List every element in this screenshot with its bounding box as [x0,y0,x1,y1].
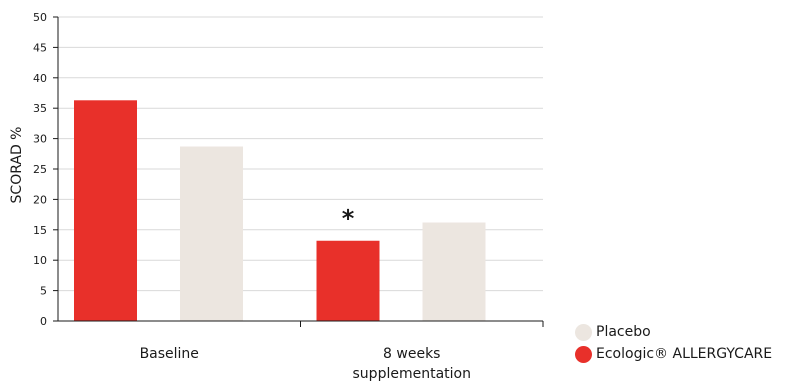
legend: Placebo Ecologic® ALLERGYCARE [575,321,772,365]
y-axis: 0 5 10 15 20 25 30 35 40 45 50 [33,11,59,328]
y-tick-label: 15 [33,224,47,237]
x-tick-label: Baseline [140,346,199,362]
y-tick-label: 0 [40,315,47,328]
legend-item-placebo: Placebo [575,321,772,343]
y-tick-label: 40 [33,72,47,85]
x-tick-label: 8 weeks supplementation [353,346,471,382]
y-tick-label: 25 [33,163,47,176]
bar-ecologic-allergycare [74,100,137,322]
legend-swatch-placebo [575,323,592,341]
y-tick-label: 5 [40,285,47,298]
y-tick-label: 10 [33,254,47,267]
y-tick-label: 20 [33,193,47,206]
gridlines [58,16,543,292]
y-tick-label: 30 [33,133,47,146]
bar-ecologic-allergycare [316,240,380,321]
legend-label-ecologic-allergycare: Ecologic® ALLERGYCARE [596,346,773,362]
y-tick-label: 50 [33,11,47,24]
legend-label-placebo: Placebo [596,324,651,340]
y-tick-label: 45 [33,41,47,54]
y-axis-label: SCORAD % [9,127,25,204]
significance-asterisk: * [342,205,355,233]
legend-swatch-ecologic-allergycare [575,345,592,363]
bar-placebo [422,222,486,321]
legend-item-ecologic-allergycare: Ecologic® ALLERGYCARE [575,343,772,365]
annotations: * [342,205,355,233]
y-tick-label: 35 [33,102,47,115]
bars [74,100,486,322]
x-axis: Baseline 8 weeks supplementation [58,320,544,382]
bar-placebo [180,146,243,321]
